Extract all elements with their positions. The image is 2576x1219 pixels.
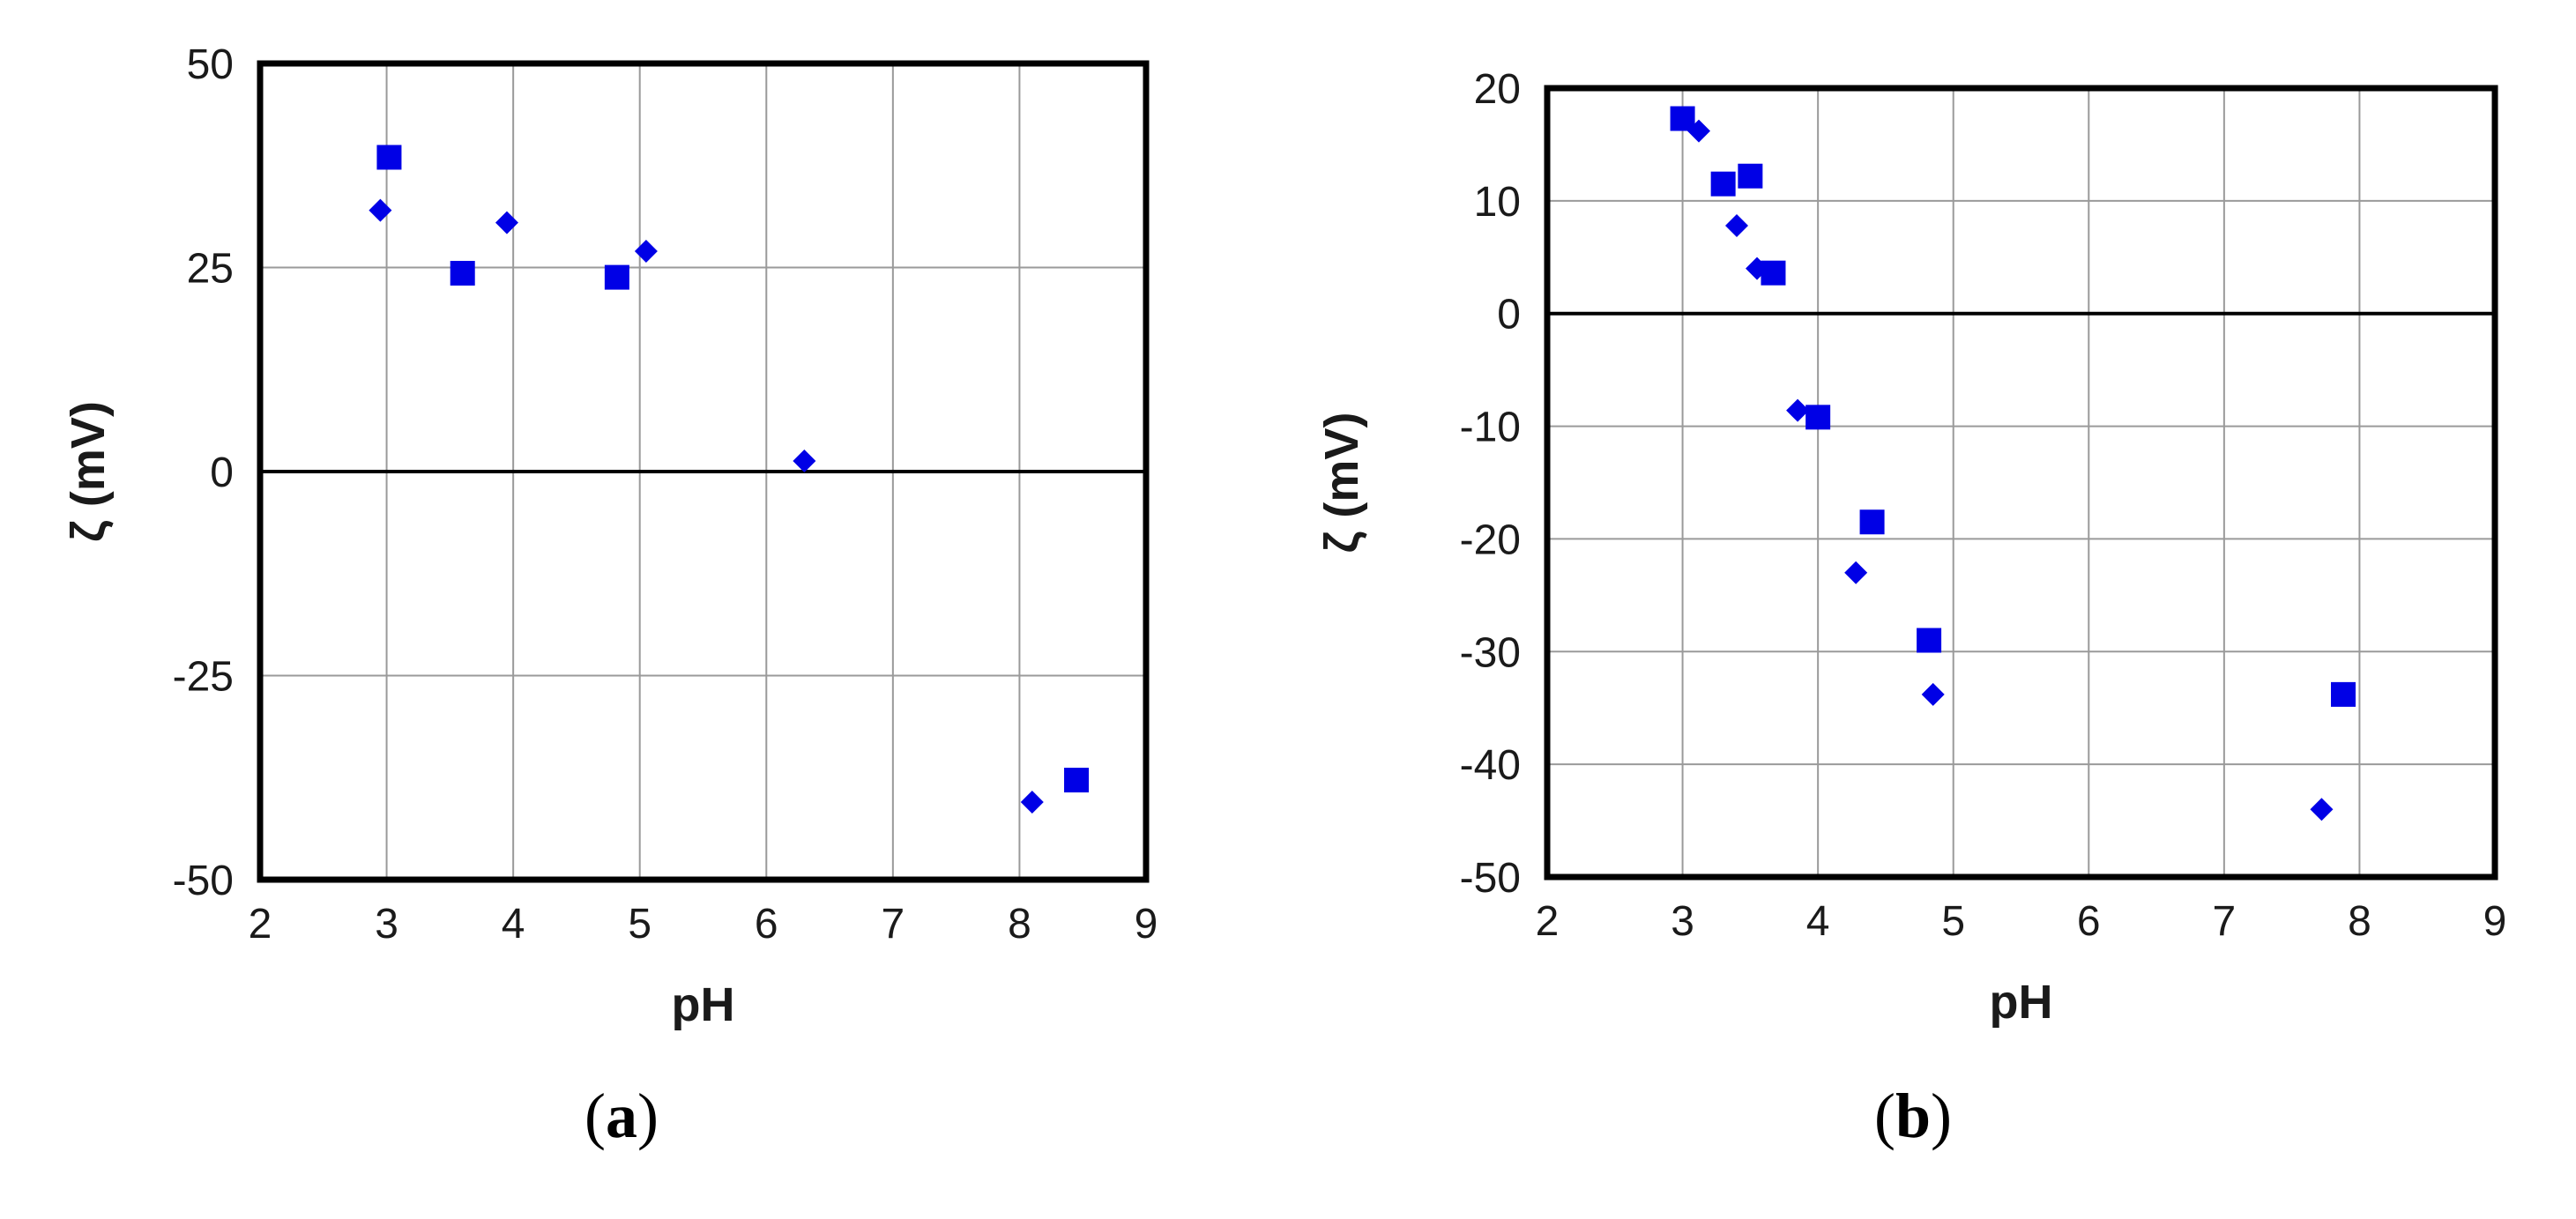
data-point-diamond [1921, 682, 1945, 706]
y-tick-label: -50 [173, 858, 234, 904]
x-tick-label: 9 [2483, 898, 2507, 945]
x-tick-label: 7 [2213, 898, 2237, 945]
y-tick-label: 0 [1497, 292, 1521, 338]
data-point-square [1738, 163, 1763, 189]
data-point-diamond [1844, 561, 1868, 584]
x-tick-label: 2 [249, 901, 272, 948]
x-axis-title: pH [672, 978, 735, 1031]
y-tick-label: 0 [210, 450, 234, 496]
data-point-square [1710, 171, 1736, 197]
y-tick-label: 20 [1474, 66, 1521, 113]
data-point-diamond [1020, 791, 1044, 814]
y-tick-label: 10 [1474, 179, 1521, 226]
panel-label: (a) [584, 1081, 659, 1151]
x-tick-label: 8 [2348, 898, 2371, 945]
data-point-square [1064, 768, 1090, 793]
x-tick-label: 8 [1008, 901, 1031, 948]
x-tick-label: 5 [1941, 898, 1965, 945]
x-tick-label: 7 [882, 901, 905, 948]
data-point-square [1917, 628, 1942, 653]
chart-panel-b: 2 3 4 5 6 7 8 9 -50 -40 -30 -20 -10 0 10 20 pH ζ (mV) (b) [1315, 66, 2506, 1151]
data-point-square [1859, 509, 1885, 535]
data-point-diamond [369, 198, 392, 222]
x-tick-label: 9 [1135, 901, 1158, 948]
data-point-square [1670, 106, 1695, 131]
data-point-square [450, 260, 475, 286]
panel-label: (b) [1874, 1081, 1952, 1151]
data-point-square [604, 264, 629, 290]
y-tick-label: -30 [1460, 629, 1521, 676]
data-point-square [1805, 405, 1831, 430]
data-point-diamond [1786, 398, 1810, 422]
y-tick-label: -50 [1460, 855, 1521, 902]
data-point-square [1761, 260, 1786, 286]
data-point-diamond [793, 449, 816, 472]
x-tick-label: 2 [1536, 898, 1560, 945]
y-tick-label: -40 [1460, 742, 1521, 789]
data-point-diamond [2310, 798, 2334, 821]
x-axis-title: pH [1990, 976, 2053, 1029]
chart-panel-a: 2 3 4 5 6 7 8 9 -50 -25 0 25 50 pH ζ (mV) (a) [62, 41, 1158, 1151]
x-tick-label: 4 [502, 901, 525, 948]
data-point-square [2331, 681, 2356, 707]
x-tick-label: 5 [628, 901, 651, 948]
y-tick-label: -10 [1460, 405, 1521, 451]
y-tick-label: 25 [187, 246, 234, 293]
x-tick-label: 4 [1806, 898, 1830, 945]
panel-letter: a [606, 1081, 637, 1151]
data-point-diamond [1725, 213, 1748, 237]
x-tick-label: 6 [755, 901, 778, 948]
data-point-square [376, 145, 402, 170]
y-axis-title: ζ (mV) [1315, 413, 1368, 554]
x-tick-label: 3 [375, 901, 398, 948]
y-axis-title: ζ (mV) [62, 401, 115, 542]
y-tick-label: -20 [1460, 517, 1521, 563]
data-point-diamond [634, 239, 658, 263]
y-tick-label: 50 [187, 41, 234, 88]
plot-frame [1544, 85, 2498, 881]
plot-frame [257, 60, 1150, 883]
y-tick-label: -25 [173, 654, 234, 701]
x-tick-label: 6 [2077, 898, 2101, 945]
x-tick-label: 3 [1671, 898, 1694, 945]
data-point-diamond [495, 211, 518, 234]
panel-letter: b [1895, 1081, 1931, 1151]
